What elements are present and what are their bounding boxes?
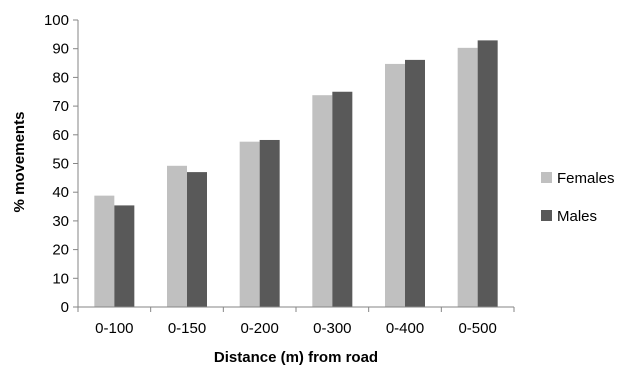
x-tick-label: 0-500 xyxy=(458,320,496,337)
y-tick-label: 60 xyxy=(52,127,69,144)
bar-males-0-400 xyxy=(405,59,425,307)
legend-swatch-females xyxy=(541,172,552,183)
y-tick-label: 10 xyxy=(52,270,69,287)
bar-females-0-400 xyxy=(385,63,405,308)
bars xyxy=(94,40,498,308)
y-tick-label: 0 xyxy=(61,299,69,316)
bar-females-0-300 xyxy=(312,95,333,307)
bar-males-0-500 xyxy=(477,40,498,307)
x-tick-label: 0-150 xyxy=(168,320,206,337)
x-tick-label: 0-300 xyxy=(313,320,351,337)
bar-females-0-500 xyxy=(457,47,478,308)
bar-females-0-100 xyxy=(94,195,115,307)
legend-label-females: Females xyxy=(557,170,615,187)
x-tick-label: 0-100 xyxy=(95,320,133,337)
x-axis-title: Distance (m) from road xyxy=(214,349,378,366)
y-tick-label: 80 xyxy=(52,69,69,86)
y-tick-label: 30 xyxy=(52,213,69,230)
bar-females-0-200 xyxy=(239,141,260,307)
legend-label-males: Males xyxy=(557,208,597,225)
bar-males-0-150 xyxy=(187,172,207,307)
bar-males-0-100 xyxy=(114,205,135,307)
y-axis-ticks: 0 10 20 30 40 50 60 70 80 90 100 xyxy=(44,12,78,316)
y-tick-label: 90 xyxy=(52,41,69,58)
y-tick-label: 50 xyxy=(52,156,69,173)
bar-females-0-150 xyxy=(167,165,187,307)
y-axis-title: % movements xyxy=(11,112,28,213)
legend-swatch-males xyxy=(541,210,552,221)
x-axis-ticks: 0-100 0-150 0-200 0-300 0-400 0-500 xyxy=(77,307,515,337)
legend: Females Males xyxy=(541,170,615,225)
x-tick-label: 0-400 xyxy=(386,320,424,337)
bar-males-0-300 xyxy=(332,91,353,307)
y-tick-label: 40 xyxy=(52,184,69,201)
y-tick-label: 100 xyxy=(44,12,69,29)
bar-males-0-200 xyxy=(259,139,280,307)
x-tick-label: 0-200 xyxy=(240,320,278,337)
y-tick-label: 70 xyxy=(52,98,69,115)
y-tick-label: 20 xyxy=(52,242,69,259)
